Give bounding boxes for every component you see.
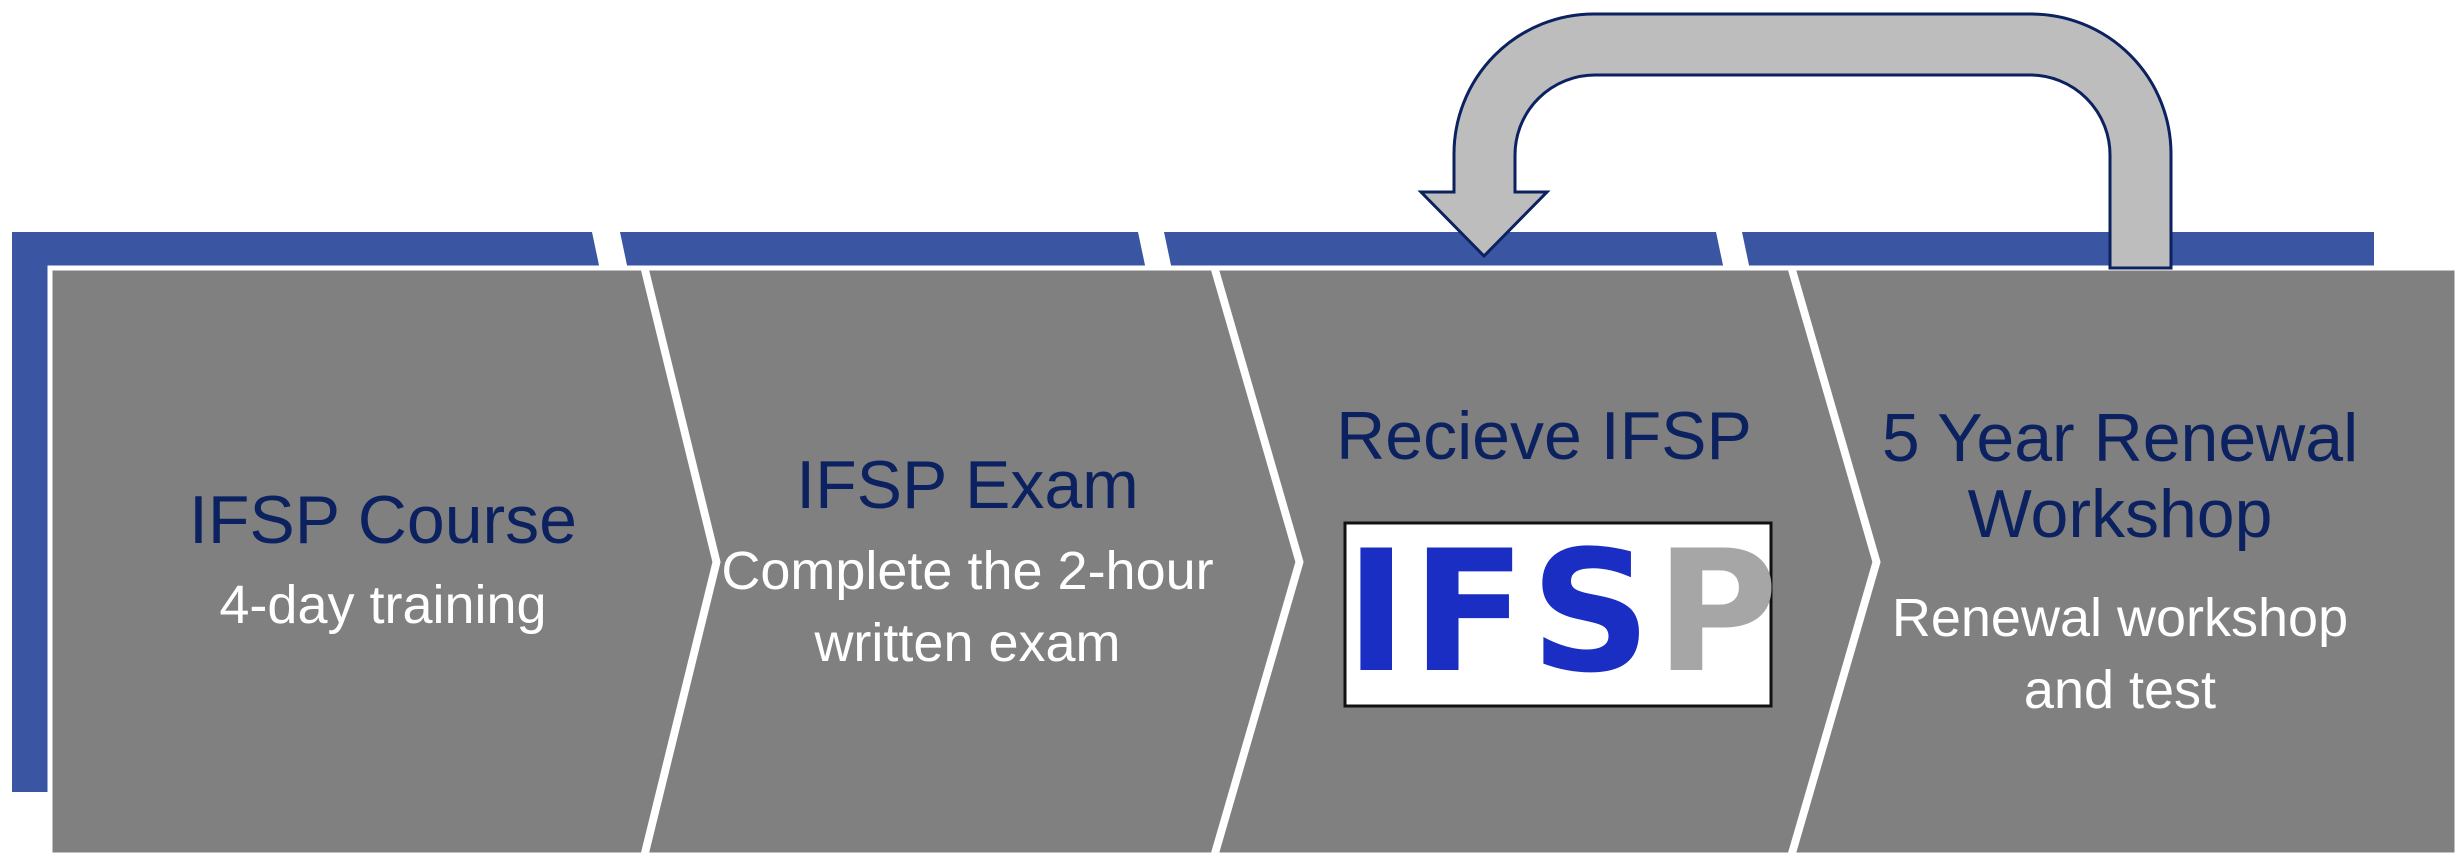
step-1-title: IFSP Course <box>188 482 577 558</box>
step-4-subtitle: Renewal workshop and test <box>1855 583 2385 727</box>
ifsp-logo-box <box>1343 521 1773 708</box>
step-3-title: Recieve IFSP <box>1336 398 1752 474</box>
blue-band-segment-3 <box>1164 232 1724 270</box>
step-4-title: 5 Year Renewal Workshop <box>1855 400 2385 552</box>
step-2-subtitle-line-2: written exam <box>814 612 1121 673</box>
chevron-step-1 <box>47 265 718 855</box>
step-4-subtitle-line-2: and test <box>2023 659 2217 720</box>
ifsp-logo-primary: IFS <box>1345 514 1656 710</box>
chevron-step-4 <box>1789 265 2457 855</box>
blue-band-segment-1 <box>12 232 600 270</box>
step-2-subtitle-line-1: Complete the 2-hour <box>721 541 1214 601</box>
step-2-title: IFSP Exam <box>796 447 1139 523</box>
blue-band-segment-4 <box>1742 232 2374 270</box>
blue-band-segment-2 <box>620 232 1146 270</box>
step-2-subtitle: Complete the 2-hour written exam <box>700 536 1235 680</box>
ifsp-logo: IFSP <box>1345 512 1778 712</box>
loop-back-arrow <box>1417 12 2173 270</box>
chevron-step-2 <box>642 265 1301 855</box>
step-1-subtitle: 4-day training <box>219 575 547 635</box>
step-4-subtitle-line-1: Renewal workshop <box>1891 588 2349 648</box>
ifsp-logo-secondary: P <box>1655 514 1783 710</box>
step-4-title-line-1: 5 Year Renewal <box>1881 400 2359 476</box>
step-4-title-line-2: Workshop <box>1967 476 2273 553</box>
blue-band-left-edge <box>12 232 54 792</box>
